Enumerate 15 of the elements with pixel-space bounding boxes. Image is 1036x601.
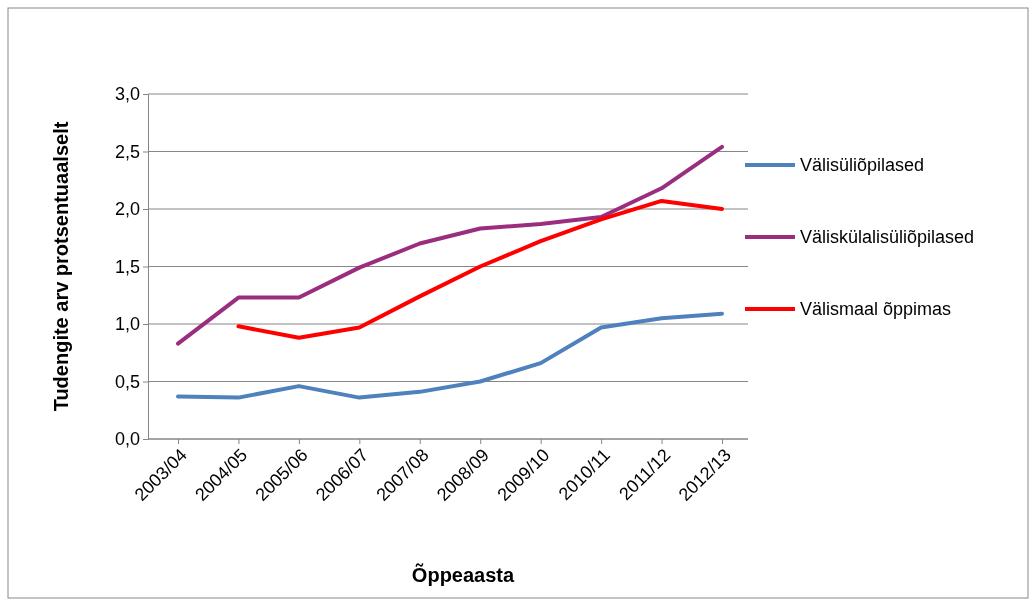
y-axis-title: Tudengite arv protsentuaalselt: [50, 121, 72, 412]
y-tick-label: 2,5: [114, 141, 140, 162]
legend-label: Välismaal õppimas: [800, 299, 952, 320]
x-axis-title: Õppeaasta: [411, 563, 516, 586]
legend-label: Väliskülalisüliõpilased: [800, 227, 975, 248]
y-tick-label: 2,0: [114, 199, 140, 220]
y-tick-label: 1,5: [114, 256, 140, 277]
y-tick-label: 3,0: [114, 84, 140, 105]
legend-label: Välisüliõpilased: [800, 155, 925, 176]
y-tick-label: 0,0: [114, 429, 140, 450]
y-tick-label: 1,0: [114, 314, 140, 335]
line-series: [176, 144, 724, 346]
line-series: [236, 198, 724, 340]
line-series: [176, 311, 724, 400]
y-tick-label: 0,5: [114, 371, 140, 392]
